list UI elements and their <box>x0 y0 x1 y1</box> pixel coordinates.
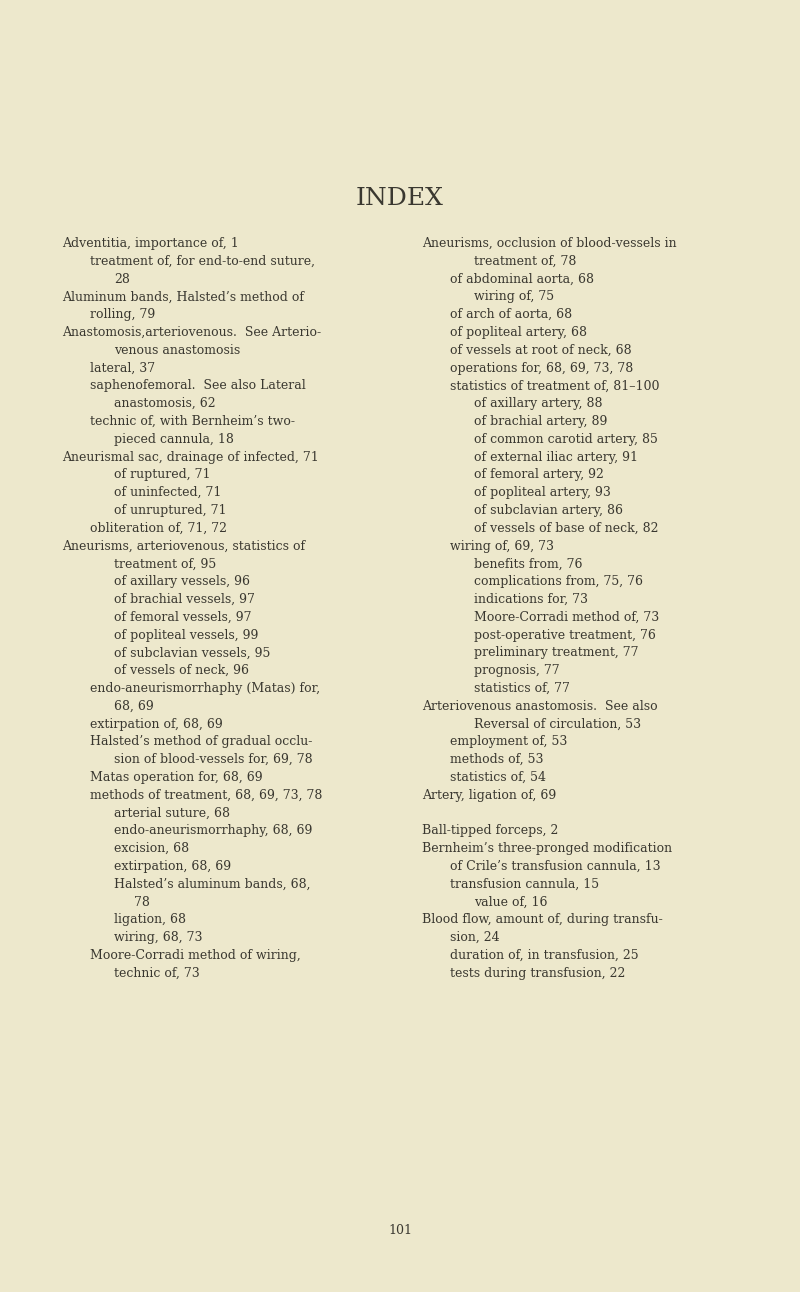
Text: obliteration of, 71, 72: obliteration of, 71, 72 <box>90 522 227 535</box>
Text: rolling, 79: rolling, 79 <box>90 309 155 322</box>
Text: statistics of treatment of, 81–100: statistics of treatment of, 81–100 <box>450 380 659 393</box>
Text: post-operative treatment, 76: post-operative treatment, 76 <box>474 629 656 642</box>
Text: Moore-Corradi method of wiring,: Moore-Corradi method of wiring, <box>90 950 301 963</box>
Text: of brachial vessels, 97: of brachial vessels, 97 <box>114 593 255 606</box>
Text: of brachial artery, 89: of brachial artery, 89 <box>474 415 607 428</box>
Text: methods of, 53: methods of, 53 <box>450 753 543 766</box>
Text: of vessels at root of neck, 68: of vessels at root of neck, 68 <box>450 344 632 357</box>
Text: 68, 69: 68, 69 <box>114 700 154 713</box>
Text: endo-aneurismorrhaphy (Matas) for,: endo-aneurismorrhaphy (Matas) for, <box>90 682 320 695</box>
Text: Aneurisms, occlusion of blood-vessels in: Aneurisms, occlusion of blood-vessels in <box>422 236 677 249</box>
Text: INDEX: INDEX <box>356 187 444 211</box>
Text: of external iliac artery, 91: of external iliac artery, 91 <box>474 451 638 464</box>
Text: Blood flow, amount of, during transfu-: Blood flow, amount of, during transfu- <box>422 913 662 926</box>
Text: of uninfected, 71: of uninfected, 71 <box>114 486 222 499</box>
Text: Halsted’s method of gradual occlu-: Halsted’s method of gradual occlu- <box>90 735 312 748</box>
Text: indications for, 73: indications for, 73 <box>474 593 588 606</box>
Text: prognosis, 77: prognosis, 77 <box>474 664 560 677</box>
Text: value of, 16: value of, 16 <box>474 895 547 908</box>
Text: Arteriovenous anastomosis.  See also: Arteriovenous anastomosis. See also <box>422 700 658 713</box>
Text: sion of blood-vessels for, 69, 78: sion of blood-vessels for, 69, 78 <box>114 753 313 766</box>
Text: of femoral vessels, 97: of femoral vessels, 97 <box>114 611 251 624</box>
Text: of axillary artery, 88: of axillary artery, 88 <box>474 397 602 410</box>
Text: technic of, 73: technic of, 73 <box>114 966 200 979</box>
Text: Adventitia, importance of, 1: Adventitia, importance of, 1 <box>62 236 238 249</box>
Text: pieced cannula, 18: pieced cannula, 18 <box>114 433 234 446</box>
Text: 28: 28 <box>114 273 130 286</box>
Text: of ruptured, 71: of ruptured, 71 <box>114 469 210 482</box>
Text: tests during transfusion, 22: tests during transfusion, 22 <box>450 966 626 979</box>
Text: of popliteal artery, 93: of popliteal artery, 93 <box>474 486 611 499</box>
Text: anastomosis, 62: anastomosis, 62 <box>114 397 216 410</box>
Text: transfusion cannula, 15: transfusion cannula, 15 <box>450 877 599 890</box>
Text: treatment of, for end-to-end suture,: treatment of, for end-to-end suture, <box>90 255 315 267</box>
Text: Matas operation for, 68, 69: Matas operation for, 68, 69 <box>90 771 262 784</box>
Text: wiring, 68, 73: wiring, 68, 73 <box>114 932 202 944</box>
Text: saphenofemoral.  See also Lateral: saphenofemoral. See also Lateral <box>90 380 306 393</box>
Text: of common carotid artery, 85: of common carotid artery, 85 <box>474 433 658 446</box>
Text: Moore-Corradi method of, 73: Moore-Corradi method of, 73 <box>474 611 659 624</box>
Text: of subclavian vessels, 95: of subclavian vessels, 95 <box>114 646 270 659</box>
Text: duration of, in transfusion, 25: duration of, in transfusion, 25 <box>450 950 638 963</box>
Text: wiring of, 69, 73: wiring of, 69, 73 <box>450 540 554 553</box>
Text: treatment of, 78: treatment of, 78 <box>474 255 576 267</box>
Text: ligation, 68: ligation, 68 <box>114 913 186 926</box>
Text: of popliteal vessels, 99: of popliteal vessels, 99 <box>114 629 258 642</box>
Text: extirpation of, 68, 69: extirpation of, 68, 69 <box>90 717 222 730</box>
Text: statistics of, 77: statistics of, 77 <box>474 682 570 695</box>
Text: benefits from, 76: benefits from, 76 <box>474 557 582 570</box>
Text: endo-aneurismorrhaphy, 68, 69: endo-aneurismorrhaphy, 68, 69 <box>114 824 312 837</box>
Text: Artery, ligation of, 69: Artery, ligation of, 69 <box>422 789 556 802</box>
Text: technic of, with Bernheim’s two-: technic of, with Bernheim’s two- <box>90 415 295 428</box>
Text: extirpation, 68, 69: extirpation, 68, 69 <box>114 860 231 873</box>
Text: of femoral artery, 92: of femoral artery, 92 <box>474 469 604 482</box>
Text: Reversal of circulation, 53: Reversal of circulation, 53 <box>474 717 641 730</box>
Text: 78: 78 <box>134 895 150 908</box>
Text: operations for, 68, 69, 73, 78: operations for, 68, 69, 73, 78 <box>450 362 634 375</box>
Text: wiring of, 75: wiring of, 75 <box>474 291 554 304</box>
Text: treatment of, 95: treatment of, 95 <box>114 557 216 570</box>
Text: employment of, 53: employment of, 53 <box>450 735 567 748</box>
Text: Halsted’s aluminum bands, 68,: Halsted’s aluminum bands, 68, <box>114 877 310 890</box>
Text: Anastomosis,arteriovenous.  See Arterio-: Anastomosis,arteriovenous. See Arterio- <box>62 326 321 339</box>
Text: lateral, 37: lateral, 37 <box>90 362 155 375</box>
Text: of popliteal artery, 68: of popliteal artery, 68 <box>450 326 587 339</box>
Text: Aluminum bands, Halsted’s method of: Aluminum bands, Halsted’s method of <box>62 291 304 304</box>
Text: Ball-tipped forceps, 2: Ball-tipped forceps, 2 <box>422 824 558 837</box>
Text: of vessels of neck, 96: of vessels of neck, 96 <box>114 664 249 677</box>
Text: statistics of, 54: statistics of, 54 <box>450 771 546 784</box>
Text: Aneurismal sac, drainage of infected, 71: Aneurismal sac, drainage of infected, 71 <box>62 451 318 464</box>
Text: of abdominal aorta, 68: of abdominal aorta, 68 <box>450 273 594 286</box>
Text: of unruptured, 71: of unruptured, 71 <box>114 504 226 517</box>
Text: of Crile’s transfusion cannula, 13: of Crile’s transfusion cannula, 13 <box>450 860 661 873</box>
Text: 101: 101 <box>388 1224 412 1236</box>
Text: of vessels of base of neck, 82: of vessels of base of neck, 82 <box>474 522 658 535</box>
Text: of subclavian artery, 86: of subclavian artery, 86 <box>474 504 623 517</box>
Text: Aneurisms, arteriovenous, statistics of: Aneurisms, arteriovenous, statistics of <box>62 540 305 553</box>
Text: of axillary vessels, 96: of axillary vessels, 96 <box>114 575 250 588</box>
Text: of arch of aorta, 68: of arch of aorta, 68 <box>450 309 572 322</box>
Text: methods of treatment, 68, 69, 73, 78: methods of treatment, 68, 69, 73, 78 <box>90 789 322 802</box>
Text: sion, 24: sion, 24 <box>450 932 500 944</box>
Text: venous anastomosis: venous anastomosis <box>114 344 240 357</box>
Text: complications from, 75, 76: complications from, 75, 76 <box>474 575 643 588</box>
Text: Bernheim’s three-pronged modification: Bernheim’s three-pronged modification <box>422 842 672 855</box>
Text: arterial suture, 68: arterial suture, 68 <box>114 806 230 819</box>
Text: preliminary treatment, 77: preliminary treatment, 77 <box>474 646 638 659</box>
Text: excision, 68: excision, 68 <box>114 842 189 855</box>
